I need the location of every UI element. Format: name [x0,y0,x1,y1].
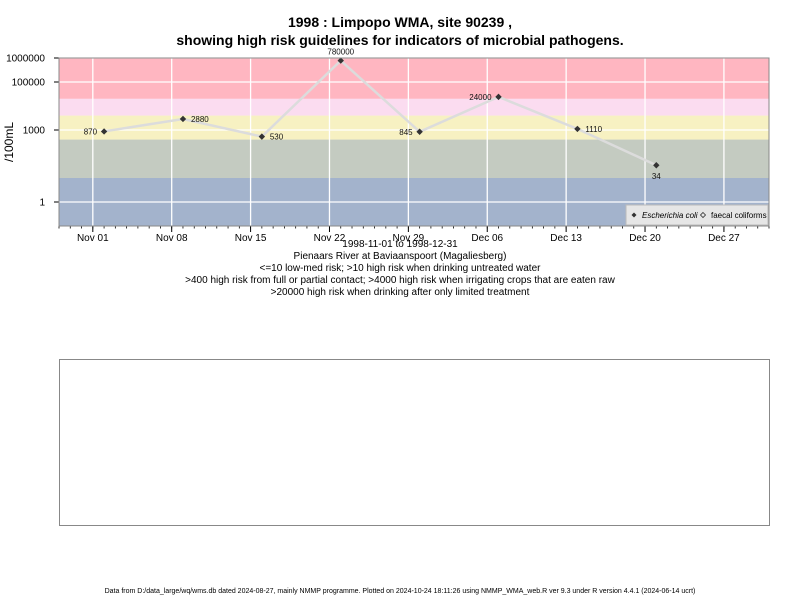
site-name-label: Pienaars River at Baviaanspoort (Magalie… [293,251,507,262]
data-label-3: 530 [270,133,284,142]
data-label-2: 2880 [191,115,209,124]
x-tick-label: Nov 08 [156,233,188,244]
y-tick-label: 100000 [12,78,46,89]
data-point-2 [179,115,187,123]
legend: Escherichia coli faecal coliforms [625,204,769,226]
risk-band-5 [59,58,769,99]
x-tick-label: Nov 22 [314,233,346,244]
x-tick-label: Dec 13 [550,233,582,244]
data-point-3 [258,133,266,140]
guideline-line-3: >20000 high risk when drinking after onl… [270,287,530,298]
chart-title-line1: 1998 : Limpopo WMA, site 90239 , [287,14,513,30]
chart-title-line2: showing high risk guidelines for indicat… [176,32,624,48]
data-point-5 [416,128,423,135]
data-label-1: 870 [84,127,98,136]
data-label-8: 34 [652,172,661,181]
x-tick-label: Nov 15 [235,233,267,244]
data-label-4: 780000 [327,48,354,57]
data-point-8 [653,162,660,169]
legend-marker-faecal-coliforms [699,211,707,219]
date-range-label: 1998-11-01 to 1998-12-31 [342,239,458,250]
risk-band-4 [59,98,769,116]
data-point-1 [100,128,108,135]
x-tick-label: Dec 06 [471,233,503,244]
footer-note: Data from D:/data_large/wq/wms.db dated … [104,588,696,595]
x-tick-label: Dec 27 [708,233,740,244]
legend-label-e-coli: Escherichia coli [642,211,698,220]
data-point-7 [574,125,581,133]
guideline-line-2: >400 high risk from full or partial cont… [185,275,615,286]
data-point-4 [337,57,344,64]
legend-marker-e-coli [631,212,637,218]
x-tick-label: Nov 29 [393,233,425,244]
y-tick-label: 1000000 [6,54,45,65]
x-tick-label: Nov 01 [77,233,109,244]
y-axis-label: /100mL [2,122,16,162]
x-tick-label: Dec 20 [629,233,661,244]
y-tick-label: 1 [39,198,45,209]
data-label-7: 1110 [585,125,602,134]
y-tick-label: 1000 [23,126,46,137]
data-label-5: 845 [399,128,413,137]
data-point-6 [495,93,502,101]
e-coli-line [103,58,657,167]
chart-plot: 870 2880 530 780000 845 24000 1110 34 1 1000 1000… [2,48,770,244]
risk-band-2 [59,139,769,178]
empty-plot-panel [59,359,770,526]
legend-label-faecal-coliforms: faecal coliforms [711,211,767,220]
guideline-line-1: <=10 low-med risk; >10 high risk when dr… [259,263,541,274]
data-label-6: 24000 [469,93,492,102]
